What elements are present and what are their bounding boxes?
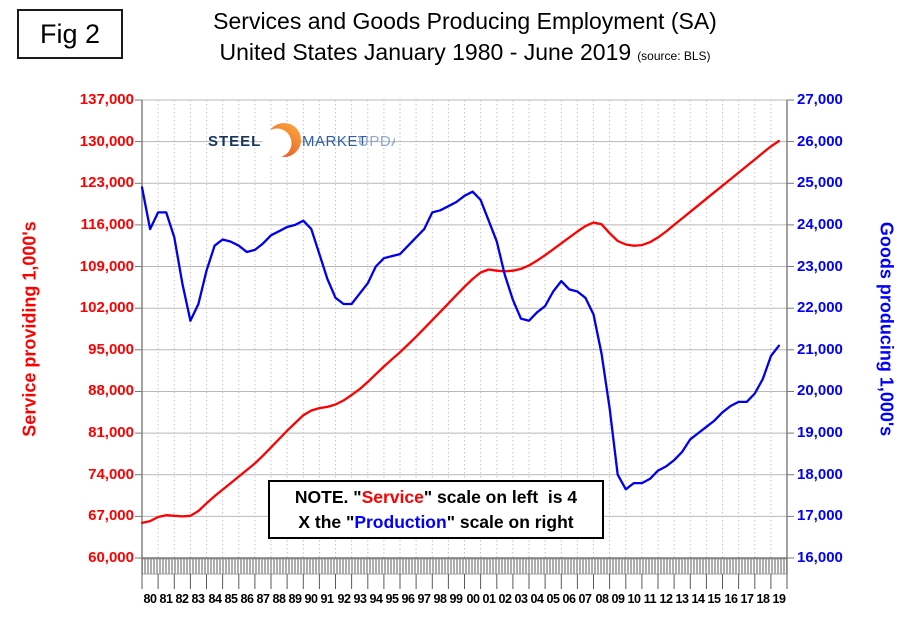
left-axis-tick: 137,000 [79, 91, 134, 108]
x-axis-tick: 86 [240, 592, 254, 606]
x-axis-tick: 94 [369, 592, 383, 606]
x-axis-tick: 91 [320, 592, 334, 606]
x-axis-tick: 99 [449, 592, 463, 606]
x-axis-tick: 88 [272, 592, 286, 606]
x-axis-tick: 15 [707, 592, 721, 606]
note-production-word: Production [354, 511, 447, 532]
x-axis-tick: 13 [675, 592, 689, 606]
right-axis-tick: 20,000 [797, 382, 843, 399]
logo-crescent-icon [262, 123, 301, 158]
left-axis-tick: 67,000 [88, 507, 134, 524]
logo-word-update: UPDATE [358, 133, 395, 150]
x-axis-tick: 96 [401, 592, 415, 606]
right-axis-tick: 26,000 [797, 133, 843, 150]
left-axis-tick: 123,000 [79, 174, 134, 191]
x-axis-tick: 14 [691, 592, 705, 606]
x-axis-tick: 95 [385, 592, 399, 606]
logo-graphic: STEEL MARKET UPDATE [208, 123, 420, 158]
steel-market-update-logo: STEEL MARKET UPDATE [200, 119, 420, 166]
figure-label-box: Fig 2 [17, 9, 123, 59]
right-axis-tick: 17,000 [797, 507, 843, 524]
x-axis-tick: 87 [256, 592, 270, 606]
note-line-1: NOTE. "Service" scale on left is 4 [294, 487, 578, 507]
x-axis-tick: 17 [740, 592, 754, 606]
right-axis-tick: 18,000 [797, 466, 843, 483]
goods-producing-line [140, 186, 781, 491]
chart-title: Services and Goods Producing Employment … [213, 8, 717, 34]
left-axis-tick: 81,000 [88, 424, 134, 441]
x-axis-tick: 02 [498, 592, 512, 606]
month-tick-band [141, 558, 788, 575]
note-line-2: X the "Production" scale on right [298, 511, 574, 532]
x-axis-tick: 80 [143, 592, 157, 606]
x-axis-tick: 82 [175, 592, 189, 606]
x-axis-tick: 92 [337, 592, 351, 606]
x-axis-tick: 81 [159, 592, 173, 606]
logo-word-steel: STEEL [208, 133, 261, 150]
x-axis-tick: 10 [627, 592, 641, 606]
right-axis-tick: 16,000 [797, 549, 843, 566]
x-axis-tick: 84 [208, 592, 222, 606]
x-axis-tick: 97 [417, 592, 431, 606]
figure-label: Fig 2 [39, 18, 101, 49]
x-axis-tick: 93 [353, 592, 367, 606]
left-axis-tick: 95,000 [88, 341, 134, 358]
x-axis-tick: 16 [724, 592, 738, 606]
x-axis-tick: 05 [546, 592, 560, 606]
left-axis-tick: 102,000 [79, 299, 134, 316]
x-axis-tick: 89 [288, 592, 302, 606]
right-axis-tick: 22,000 [797, 299, 843, 316]
x-axis-tick: 04 [530, 592, 544, 606]
x-axis-tick: 83 [191, 592, 205, 606]
chart-subtitle: United States January 1980 - June 2019 (s… [219, 39, 711, 65]
x-axis-tick: 03 [514, 592, 528, 606]
note-service-word: Service [361, 487, 424, 507]
logo-word-market: MARKET [302, 133, 368, 150]
title-block: Services and Goods Producing Employment … [120, 6, 810, 72]
x-axis-tick: 07 [578, 592, 592, 606]
right-axis-tick: 23,000 [797, 258, 843, 275]
left-axis-tick: 109,000 [79, 258, 134, 275]
x-axis-tick: 00 [466, 592, 480, 606]
x-axis-tick: 90 [304, 592, 318, 606]
service-providing-line [140, 139, 781, 525]
left-axis-tick: 74,000 [88, 466, 134, 483]
x-axis-tick: 18 [756, 592, 770, 606]
left-axis-tick: 60,000 [88, 549, 134, 566]
left-axis-tick: 130,000 [79, 133, 134, 150]
x-axis-tick: 85 [224, 592, 238, 606]
x-axis-tick: 06 [562, 592, 576, 606]
left-axis-tick: 116,000 [80, 216, 134, 233]
right-axis-tick: 21,000 [797, 341, 843, 358]
right-axis-tick: 25,000 [797, 174, 843, 191]
x-axis-tick: 09 [611, 592, 625, 606]
source-note: (source: BLS) [637, 49, 711, 63]
right-axis-tick: 27,000 [797, 91, 843, 108]
x-axis-tick: 01 [482, 592, 496, 606]
right-axis-tick: 24,000 [797, 216, 843, 233]
note-box: NOTE. "Service" scale on left is 4 X the… [268, 480, 604, 539]
x-axis-tick: 12 [659, 592, 673, 606]
x-axis-tick: 11 [643, 592, 657, 606]
left-axis-tick: 88,000 [88, 382, 134, 399]
x-axis-tick: 19 [772, 592, 786, 606]
right-axis-tick: 19,000 [797, 424, 843, 441]
x-axis-tick: 08 [595, 592, 609, 606]
x-axis-tick: 98 [433, 592, 447, 606]
